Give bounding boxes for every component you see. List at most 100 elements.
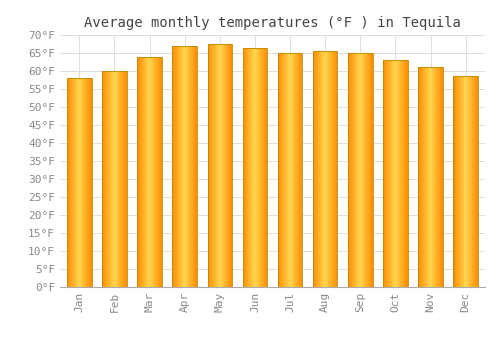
Bar [279, 53, 280, 287]
Bar [395, 60, 396, 287]
Bar [245, 48, 246, 287]
Bar [457, 76, 458, 287]
Bar [90, 78, 91, 287]
Bar [140, 57, 141, 287]
Bar [247, 48, 248, 287]
Bar [436, 68, 438, 287]
Bar [469, 76, 470, 287]
Bar [189, 46, 190, 287]
Bar [354, 53, 355, 287]
Bar [77, 78, 78, 287]
Bar [224, 44, 226, 287]
Bar [432, 68, 433, 287]
Bar [388, 60, 390, 287]
Bar [242, 48, 244, 287]
Bar [282, 53, 284, 287]
Bar [332, 51, 333, 287]
Bar [435, 68, 436, 287]
Bar [358, 53, 359, 287]
Bar [188, 46, 189, 287]
Bar [248, 48, 249, 287]
Bar [88, 78, 89, 287]
Bar [285, 53, 286, 287]
Bar [156, 57, 157, 287]
Bar [391, 60, 392, 287]
Bar [73, 78, 74, 287]
Bar [85, 78, 86, 287]
Bar [74, 78, 75, 287]
Bar [116, 71, 117, 287]
Bar [326, 51, 327, 287]
Bar [113, 71, 114, 287]
Bar [254, 48, 255, 287]
Bar [361, 53, 362, 287]
Bar [418, 68, 443, 287]
Bar [218, 44, 219, 287]
Bar [187, 46, 188, 287]
Bar [246, 48, 247, 287]
Bar [419, 68, 420, 287]
Bar [433, 68, 434, 287]
Bar [441, 68, 442, 287]
Bar [72, 78, 73, 287]
Bar [172, 46, 173, 287]
Bar [385, 60, 386, 287]
Bar [214, 44, 215, 287]
Bar [462, 76, 463, 287]
Bar [196, 46, 197, 287]
Bar [337, 51, 338, 287]
Bar [472, 76, 473, 287]
Bar [212, 44, 213, 287]
Bar [313, 51, 338, 287]
Bar [400, 60, 401, 287]
Bar [300, 53, 301, 287]
Bar [463, 76, 464, 287]
Bar [252, 48, 253, 287]
Bar [406, 60, 407, 287]
Bar [287, 53, 288, 287]
Bar [364, 53, 365, 287]
Bar [294, 53, 295, 287]
Bar [322, 51, 324, 287]
Bar [353, 53, 354, 287]
Bar [222, 44, 223, 287]
Bar [138, 57, 162, 287]
Bar [146, 57, 147, 287]
Bar [75, 78, 76, 287]
Bar [396, 60, 398, 287]
Bar [431, 68, 432, 287]
Bar [191, 46, 192, 287]
Bar [325, 51, 326, 287]
Bar [476, 76, 478, 287]
Bar [454, 76, 478, 287]
Bar [333, 51, 334, 287]
Bar [265, 48, 266, 287]
Bar [387, 60, 388, 287]
Bar [363, 53, 364, 287]
Bar [418, 68, 419, 287]
Bar [124, 71, 125, 287]
Bar [208, 44, 232, 287]
Bar [220, 44, 221, 287]
Bar [403, 60, 404, 287]
Bar [111, 71, 112, 287]
Bar [334, 51, 335, 287]
Bar [227, 44, 228, 287]
Bar [175, 46, 176, 287]
Bar [242, 48, 267, 287]
Bar [428, 68, 430, 287]
Bar [190, 46, 191, 287]
Bar [194, 46, 195, 287]
Bar [213, 44, 214, 287]
Bar [67, 78, 68, 287]
Bar [184, 46, 186, 287]
Bar [221, 44, 222, 287]
Bar [464, 76, 465, 287]
Bar [466, 76, 467, 287]
Bar [427, 68, 428, 287]
Bar [402, 60, 403, 287]
Bar [350, 53, 351, 287]
Bar [109, 71, 110, 287]
Bar [144, 57, 146, 287]
Bar [356, 53, 357, 287]
